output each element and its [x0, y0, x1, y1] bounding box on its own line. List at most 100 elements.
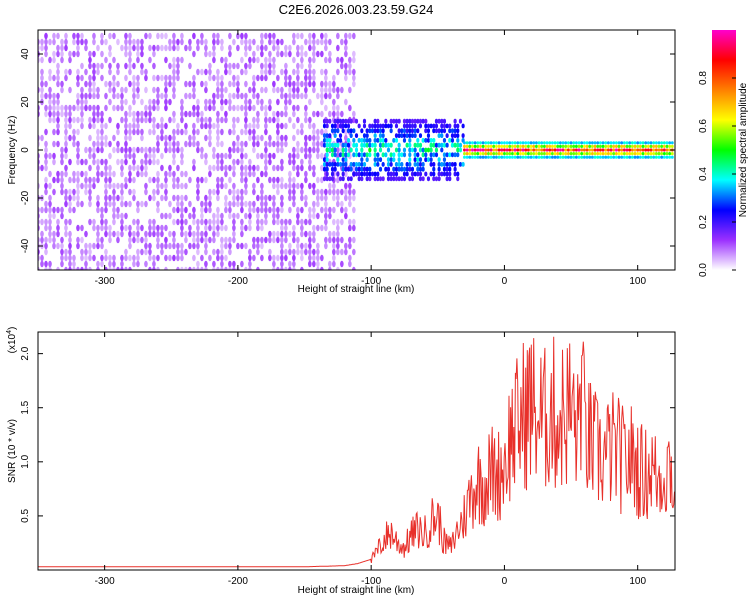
heatmap-cell	[156, 134, 160, 142]
heatmap-cell	[324, 92, 328, 100]
heatmap-cell	[333, 152, 337, 158]
heatmap-cell	[445, 162, 449, 167]
heatmap-cell	[132, 44, 136, 52]
heatmap-cell	[440, 147, 444, 153]
heatmap-cell	[280, 158, 284, 166]
heatmap-cell	[228, 104, 232, 112]
heatmap-cell	[252, 206, 256, 214]
heatmap-cell	[405, 118, 409, 124]
heatmap-cell	[116, 266, 120, 270]
heatmap-cell	[280, 260, 284, 268]
heatmap-cell	[344, 162, 348, 167]
heatmap-cell	[68, 230, 72, 238]
heatmap-cell	[580, 144, 584, 148]
heatmap-cell	[44, 206, 48, 214]
x-tick-label: 100	[629, 276, 646, 287]
heatmap-cell	[168, 80, 172, 88]
heatmap-cell	[220, 158, 224, 166]
heatmap-cell	[64, 164, 68, 172]
heatmap-cell	[328, 182, 332, 190]
heatmap-cell	[180, 266, 184, 270]
heatmap-cell	[344, 242, 348, 250]
heatmap-cell	[212, 248, 216, 256]
heatmap-cell	[476, 155, 480, 159]
heatmap-cell	[341, 123, 345, 129]
heatmap-cell	[44, 44, 48, 52]
heatmap-cell	[136, 74, 140, 82]
heatmap-cell	[276, 254, 280, 262]
heatmap-cell	[344, 118, 348, 124]
heatmap-cell	[116, 68, 120, 76]
heatmap-cell	[56, 218, 60, 226]
heatmap-cell	[208, 122, 212, 130]
heatmap-cell	[574, 152, 578, 156]
heatmap-cell	[220, 116, 224, 124]
heatmap-cell	[325, 147, 329, 153]
heatmap-cell	[332, 182, 336, 190]
heatmap-cell	[156, 158, 160, 166]
heatmap-cell	[272, 152, 276, 160]
heatmap-cell	[312, 140, 316, 148]
heatmap-cell	[52, 188, 56, 196]
heatmap-cell	[540, 155, 544, 159]
heatmap-cell	[160, 194, 164, 202]
heatmap-cell	[332, 110, 336, 118]
heatmap-cell	[346, 166, 351, 172]
heatmap-cell	[489, 144, 493, 148]
heatmap-cell	[437, 176, 441, 182]
heatmap-cell	[84, 92, 88, 100]
heatmap-cell	[662, 155, 666, 159]
heatmap-cell	[100, 254, 104, 262]
heatmap-cell	[204, 80, 208, 88]
heatmap-cell	[344, 32, 348, 40]
heatmap-cell	[553, 155, 557, 159]
heatmap-cell	[463, 152, 466, 156]
heatmap-cell	[558, 141, 562, 145]
heatmap-cell	[400, 176, 404, 182]
heatmap-cell	[240, 140, 244, 148]
heatmap-cell	[124, 266, 128, 270]
heatmap-cell	[84, 266, 88, 270]
heatmap-cell	[92, 32, 96, 40]
heatmap-cell	[184, 92, 188, 100]
heatmap-cell	[288, 152, 292, 160]
heatmap-cell	[156, 74, 160, 82]
heatmap-cell	[312, 44, 316, 52]
heatmap-cell	[585, 144, 589, 148]
heatmap-cell	[324, 206, 328, 214]
heatmap-cell	[92, 140, 96, 148]
heatmap-cell	[550, 152, 554, 156]
heatmap-cell	[346, 123, 351, 129]
heatmap-cell	[144, 86, 148, 94]
heatmap-cell	[48, 56, 52, 64]
heatmap-cell	[256, 74, 260, 82]
heatmap-cell	[216, 116, 220, 124]
heatmap-cell	[437, 157, 441, 163]
heatmap-cell	[184, 80, 188, 88]
heatmap-cell	[200, 32, 204, 40]
heatmap-cell	[248, 206, 252, 214]
heatmap-cell	[136, 92, 140, 100]
heatmap-cell	[370, 142, 375, 148]
heatmap-cell	[76, 200, 80, 208]
heatmap-cell	[300, 218, 304, 226]
heatmap-cell	[148, 104, 152, 112]
heatmap-cell	[336, 86, 340, 94]
heatmap-cell	[216, 86, 220, 94]
heatmap-cell	[124, 248, 128, 256]
heatmap-cell	[479, 144, 482, 148]
heatmap-cell	[644, 144, 648, 148]
heatmap-cell	[609, 152, 613, 156]
heatmap-cell	[418, 133, 423, 139]
heatmap-cell	[662, 152, 666, 156]
heatmap-cell	[276, 44, 280, 52]
heatmap-cell	[453, 171, 457, 177]
heatmap-cell	[88, 92, 92, 100]
heatmap-cell	[224, 170, 228, 178]
heatmap-cell	[376, 157, 380, 163]
heatmap-cell	[606, 148, 610, 152]
heatmap-cell	[60, 170, 64, 178]
heatmap-cell	[96, 116, 100, 124]
heatmap-cell	[320, 98, 324, 106]
heatmap-cell	[492, 152, 496, 156]
